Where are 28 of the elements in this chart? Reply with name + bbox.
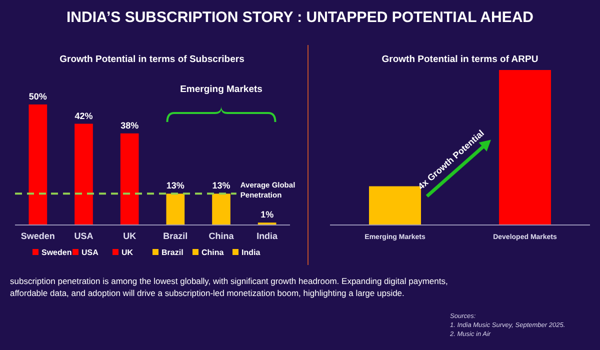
x-tick-label: Sweden — [20, 231, 55, 241]
text: Emerging Markets — [180, 84, 262, 95]
chart-subtitle: Growth Potential in terms of Subscribers — [60, 54, 244, 65]
data-label: 38% — [120, 120, 139, 130]
bar — [28, 104, 48, 225]
x-tick-label: USA — [74, 231, 94, 241]
x-tick-label: UK — [123, 231, 137, 241]
text: subscription penetration is among the lowest globally, with significant growth headroom. Expanding digital payments, affordable data, and adoption will drive a subscription-led monetization boom, highlighting a large upside. — [10, 276, 448, 298]
x-tick-label: Brazil — [163, 231, 188, 241]
category-label: Sweden — [42, 248, 72, 257]
x-tick-label: India — [256, 231, 279, 241]
bar — [166, 194, 185, 225]
category-label: UK — [122, 248, 134, 257]
category-label: Brazil — [162, 248, 184, 257]
bar — [74, 124, 93, 225]
bar — [120, 133, 139, 225]
category-label: USA — [82, 248, 98, 257]
category-label: China — [202, 248, 224, 257]
x-tick-label: China — [208, 231, 235, 241]
chart-title: INDIA’S SUBSCRIPTION STORY : UNTAPPED POTENTIAL AHEAD — [66, 9, 534, 26]
category-label: India — [242, 248, 260, 257]
bar — [212, 194, 230, 225]
data-label: 42% — [74, 110, 93, 121]
data-label: 13% — [166, 180, 184, 191]
chart-title: Growth Potential in terms of ARPU — [382, 54, 538, 65]
data-label: 50% — [28, 91, 47, 102]
data-label: 1% — [260, 210, 274, 220]
data-label: 13% — [212, 180, 230, 191]
